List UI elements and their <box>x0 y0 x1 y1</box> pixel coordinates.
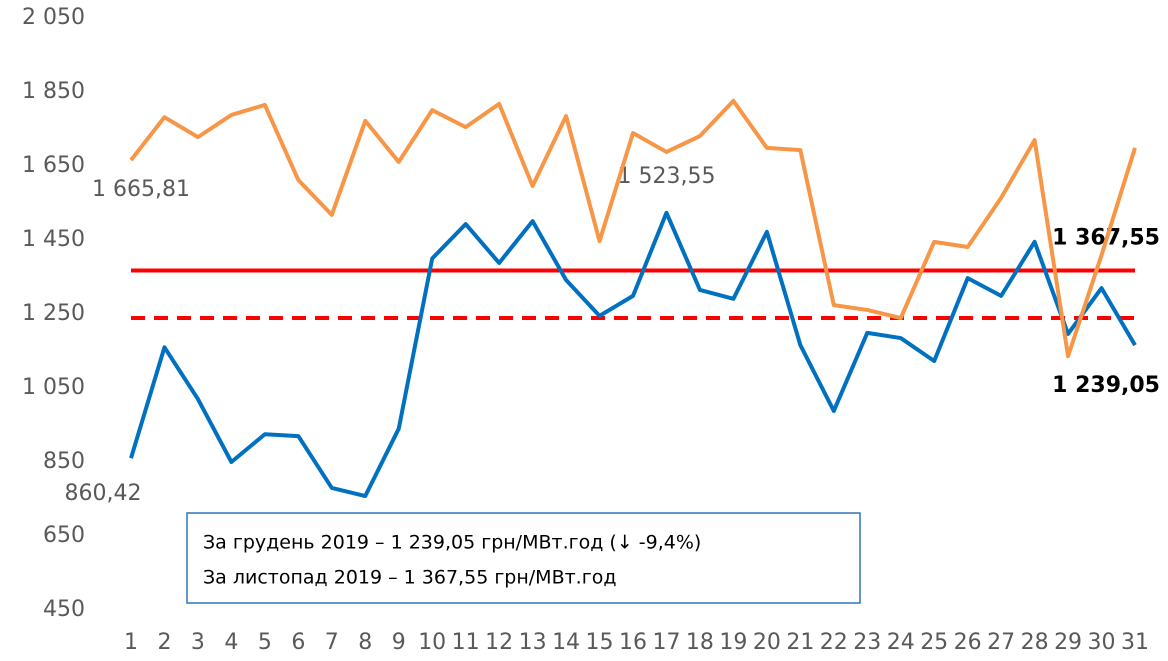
x-tick-label: 2 <box>157 630 171 655</box>
y-tick-label: 850 <box>43 449 85 474</box>
x-tick-label: 10 <box>418 630 446 655</box>
x-tick-label: 14 <box>552 630 580 655</box>
annotation-text: За грудень 2019 – 1 239,05 грн/МВт.год (… <box>203 532 701 554</box>
x-tick-label: 16 <box>619 630 647 655</box>
x-tick-label: 23 <box>853 630 881 655</box>
x-tick-label: 1 <box>124 630 138 655</box>
x-tick-label: 31 <box>1121 630 1149 655</box>
x-tick-label: 29 <box>1054 630 1082 655</box>
x-tick-label: 8 <box>358 630 372 655</box>
y-tick-label: 1 450 <box>22 227 85 252</box>
y-tick-label: 450 <box>43 597 85 622</box>
series-line <box>129 98 1137 359</box>
x-tick-label: 3 <box>191 630 205 655</box>
x-tick-label: 11 <box>452 630 480 655</box>
y-tick-label: 1 650 <box>22 153 85 178</box>
y-tick-label: 2 050 <box>22 5 85 30</box>
y-tick-label: 650 <box>43 523 85 548</box>
reference-label: 1 239,05 <box>1052 373 1160 398</box>
x-tick-label: 22 <box>820 630 848 655</box>
x-tick-label: 19 <box>719 630 747 655</box>
x-tick-label: 26 <box>954 630 982 655</box>
x-tick-label: 27 <box>987 630 1015 655</box>
x-tick-label: 5 <box>258 630 272 655</box>
x-tick-label: 4 <box>224 630 238 655</box>
x-tick-label: 13 <box>519 630 547 655</box>
x-tick-label: 17 <box>652 630 680 655</box>
y-tick-label: 1 050 <box>22 375 85 400</box>
x-tick-label: 18 <box>686 630 714 655</box>
x-tick-label: 25 <box>920 630 948 655</box>
x-tick-label: 6 <box>291 630 305 655</box>
x-tick-label: 15 <box>586 630 614 655</box>
data-label: 1 665,81 <box>92 177 190 202</box>
x-tick-label: 7 <box>325 630 339 655</box>
x-tick-label: 28 <box>1021 630 1049 655</box>
x-tick-label: 30 <box>1088 630 1116 655</box>
x-tick-label: 21 <box>786 630 814 655</box>
data-label: 1 523,55 <box>617 164 715 189</box>
x-tick-label: 20 <box>753 630 781 655</box>
series-line <box>129 210 1137 499</box>
annotation-text: За листопад 2019 – 1 367,55 грн/МВт.год <box>203 567 616 589</box>
x-tick-label: 24 <box>887 630 915 655</box>
annotation-box <box>186 512 861 604</box>
x-tick-label: 12 <box>485 630 513 655</box>
y-tick-label: 1 250 <box>22 301 85 326</box>
data-label: 860,42 <box>65 481 142 506</box>
x-tick-label: 9 <box>392 630 406 655</box>
y-tick-label: 1 850 <box>22 79 85 104</box>
